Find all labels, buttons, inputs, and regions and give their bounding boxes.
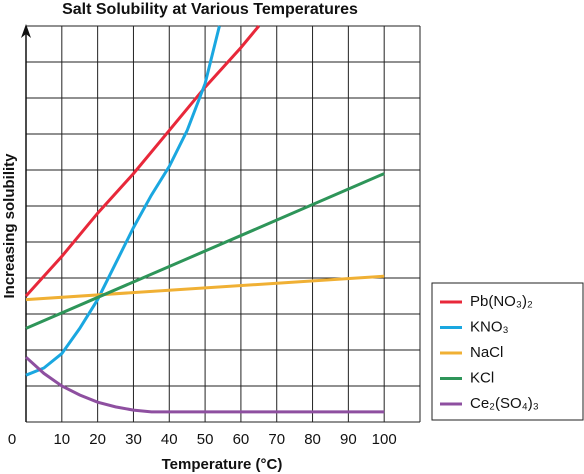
legend-label: KCl	[470, 369, 494, 386]
x-tick-label: 50	[197, 431, 214, 448]
y-axis-label: Increasing solubility	[1, 153, 18, 299]
legend-label: Ce₂(SO₄)₃	[470, 395, 539, 412]
x-tick-label: 80	[304, 431, 321, 448]
x-tick-label: 60	[233, 431, 250, 448]
data-line	[24, 356, 385, 414]
x-tick-label: 20	[89, 431, 106, 448]
x-tick-label: 90	[340, 431, 357, 448]
chart-title: Salt Solubility at Various Temperatures	[62, 1, 358, 18]
legend-label: NaCl	[470, 344, 503, 361]
legend-label: KNO₃	[470, 318, 509, 335]
x-tick-label: 30	[125, 431, 142, 448]
y-axis-arrow	[21, 24, 31, 38]
data-line	[24, 25, 260, 298]
data-line	[25, 25, 221, 377]
x-axis-label: Temperature (°C)	[162, 456, 283, 473]
data-line	[25, 172, 385, 330]
x-tick-label: 40	[161, 431, 178, 448]
x-tick-label: 0	[8, 431, 16, 448]
x-tick-label: 70	[268, 431, 285, 448]
x-tick-label: 100	[372, 431, 397, 448]
legend-label: Pb(NO₃)₂	[470, 293, 533, 310]
x-tick-label: 10	[53, 431, 70, 448]
data-line	[25, 274, 385, 302]
